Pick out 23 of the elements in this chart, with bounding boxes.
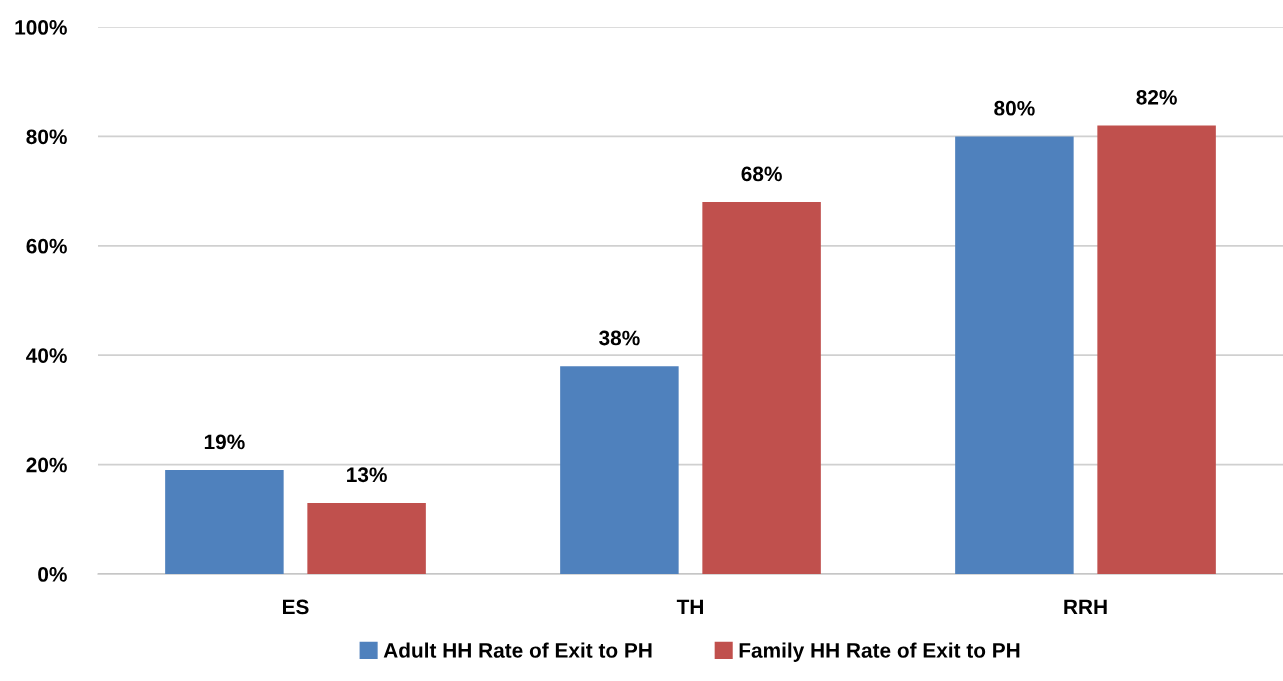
x-tick-label: RRH — [1064, 599, 1107, 615]
data-label: 19% — [204, 434, 245, 450]
bar — [165, 470, 284, 574]
bar — [560, 366, 679, 574]
data-label: 13% — [347, 467, 387, 483]
data-label: 80% — [994, 100, 1035, 116]
bar — [1097, 125, 1216, 574]
data-label: 82% — [1136, 89, 1177, 105]
y-tick-label: 80% — [26, 129, 67, 145]
legend-label: Family HH Rate of Exit to PH — [739, 642, 1020, 662]
bar — [955, 136, 1074, 574]
data-label: 38% — [599, 330, 640, 346]
y-tick-label: 100% — [15, 20, 67, 35]
x-tick-label: TH — [676, 599, 703, 615]
y-tick-label: 60% — [26, 238, 67, 254]
data-label: 68% — [741, 166, 782, 182]
y-tick-label: 40% — [26, 348, 67, 363]
y-tick-label: 20% — [26, 457, 67, 473]
x-tick-label: ES — [283, 599, 309, 615]
bar — [702, 202, 821, 574]
y-tick-label: 0% — [38, 567, 67, 582]
bar — [307, 502, 426, 574]
legend-label: Adult HH Rate of Exit to PH — [383, 642, 652, 658]
